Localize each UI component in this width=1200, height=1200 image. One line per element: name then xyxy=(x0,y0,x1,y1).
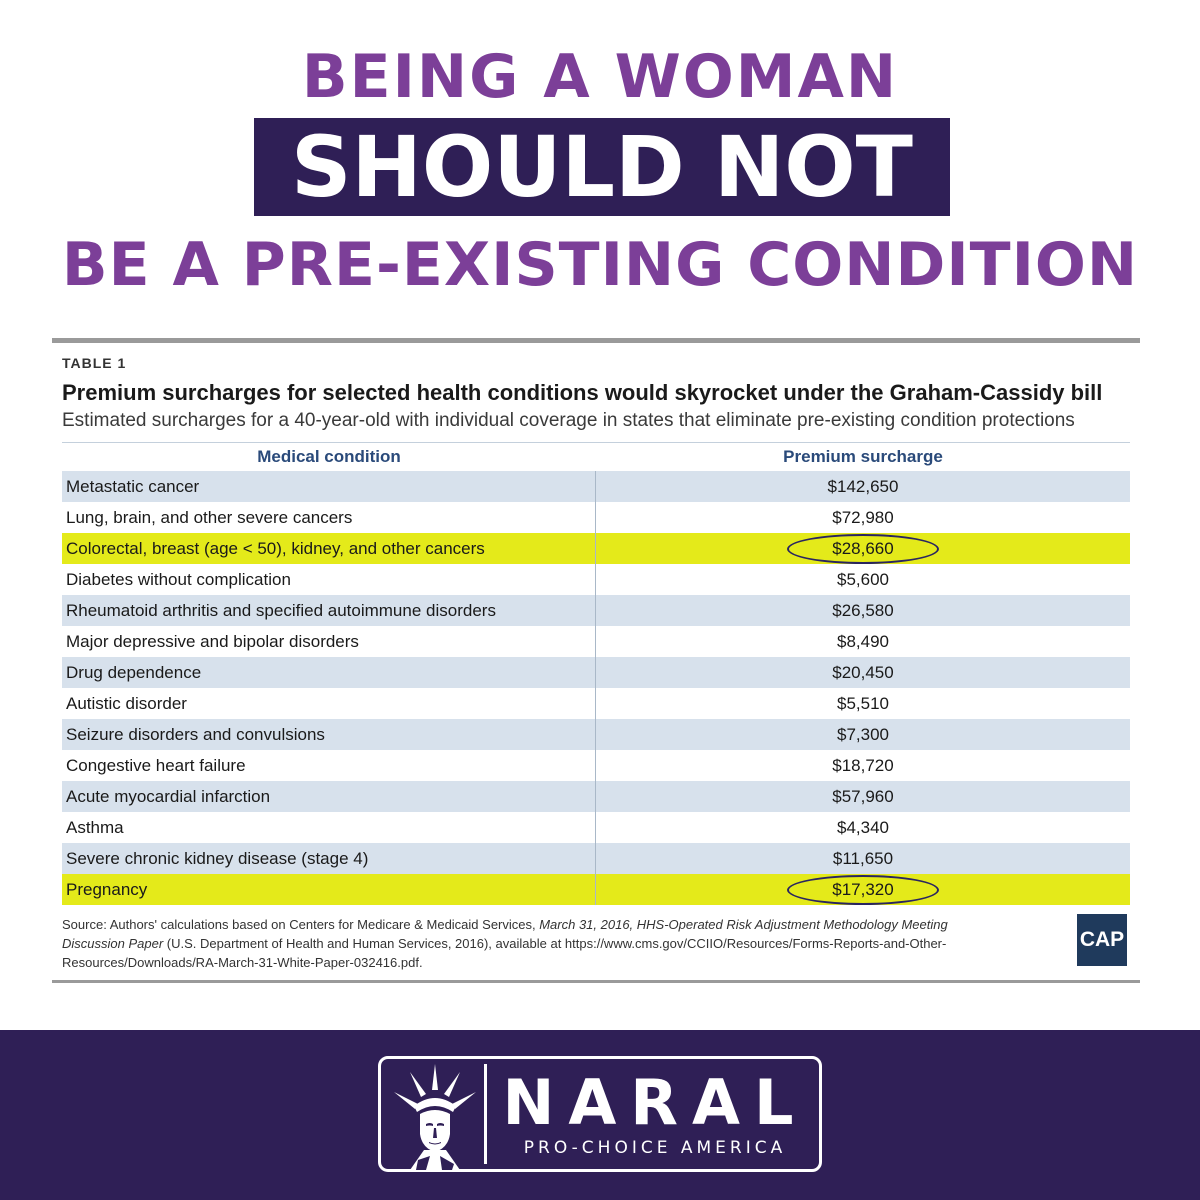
surcharge-cell: $4,340 xyxy=(837,818,889,837)
column-header-condition: Medical condition xyxy=(257,447,401,466)
table-row: Major depressive and bipolar disorders $… xyxy=(62,626,1130,657)
table-label: TABLE 1 xyxy=(62,355,127,371)
headline-line-3: BE A PRE-EXISTING CONDITION xyxy=(61,230,1139,300)
table-header: Medical condition Premium surcharge xyxy=(62,443,1130,471)
table-row: Severe chronic kidney disease (stage 4) … xyxy=(62,843,1130,874)
table-row: Congestive heart failure $18,720 xyxy=(62,750,1130,781)
surcharge-cell: $11,650 xyxy=(832,849,894,868)
condition-cell: Major depressive and bipolar disorders xyxy=(62,626,596,657)
source-suffix: (U.S. Department of Health and Human Ser… xyxy=(62,936,947,970)
surcharge-table: Medical condition Premium surcharge Meta… xyxy=(62,442,1130,905)
condition-cell: Seizure disorders and convulsions xyxy=(62,719,596,750)
table-row: Seizure disorders and convulsions $7,300 xyxy=(62,719,1130,750)
condition-cell: Pregnancy xyxy=(62,874,596,905)
source-note: Source: Authors' calculations based on C… xyxy=(62,915,992,972)
condition-cell: Drug dependence xyxy=(62,657,596,688)
headline-highlight-box xyxy=(254,118,950,216)
source-title: March 31, 2016, HHS-Operated Risk Adjust… xyxy=(62,917,948,951)
highlight-circle xyxy=(787,875,939,905)
condition-cell: Metastatic cancer xyxy=(62,471,596,502)
table-row: Metastatic cancer $142,650 xyxy=(62,471,1130,502)
table-row: Autistic disorder $5,510 xyxy=(62,688,1130,719)
naral-tagline: PRO-CHOICE AMERICA xyxy=(523,1138,787,1158)
surcharge-cell: $5,510 xyxy=(837,694,889,713)
column-header-surcharge: Premium surcharge xyxy=(783,447,943,466)
table-card: TABLE 1 Premium surcharges for selected … xyxy=(52,338,1140,983)
condition-cell: Rheumatoid arthritis and specified autoi… xyxy=(62,595,596,626)
surcharge-cell: $17,320 xyxy=(596,874,1130,905)
table-title: Premium surcharges for selected health c… xyxy=(62,380,1103,405)
statue-of-liberty-icon xyxy=(394,1064,476,1170)
surcharge-cell: $57,960 xyxy=(832,787,894,806)
condition-cell: Lung, brain, and other severe cancers xyxy=(62,502,596,533)
table-row: Drug dependence $20,450 xyxy=(62,657,1130,688)
headline-line-2: SHOULD NOT xyxy=(291,118,913,216)
naral-logo-frame xyxy=(378,1056,822,1172)
table-row-highlighted: Pregnancy $17,320 xyxy=(62,874,1130,905)
condition-cell: Acute myocardial infarction xyxy=(62,781,596,812)
condition-cell: Severe chronic kidney disease (stage 4) xyxy=(62,843,596,874)
condition-cell: Diabetes without complication xyxy=(62,564,596,595)
surcharge-cell: $5,600 xyxy=(837,570,889,589)
table-row: Acute myocardial infarction $57,960 xyxy=(62,781,1130,812)
source-prefix: Source: Authors' calculations based on C… xyxy=(62,917,540,932)
table-subtitle: Estimated surcharges for a 40-year-old w… xyxy=(62,410,1075,431)
surcharge-cell: $26,580 xyxy=(832,601,894,620)
table-row: Asthma $4,340 xyxy=(62,812,1130,843)
condition-cell: Colorectal, breast (age < 50), kidney, a… xyxy=(62,533,596,564)
surcharge-cell: $20,450 xyxy=(832,663,894,682)
headline-line-1: BEING A WOMAN xyxy=(301,42,899,112)
condition-cell: Congestive heart failure xyxy=(62,750,596,781)
naral-logo-divider xyxy=(484,1064,487,1164)
naral-wordmark: NARAL xyxy=(502,1066,808,1139)
table-row-highlighted: Colorectal, breast (age < 50), kidney, a… xyxy=(62,533,1130,564)
table-row: Lung, brain, and other severe cancers $7… xyxy=(62,502,1130,533)
condition-cell: Asthma xyxy=(62,812,596,843)
surcharge-cell: $7,300 xyxy=(837,725,889,744)
highlight-circle xyxy=(787,534,939,564)
surcharge-cell: $142,650 xyxy=(827,477,899,496)
surcharge-cell: $72,980 xyxy=(832,508,894,527)
surcharge-cell: $8,490 xyxy=(837,632,889,651)
condition-cell: Autistic disorder xyxy=(62,688,596,719)
surcharge-cell: $28,660 xyxy=(596,533,1130,564)
table-row: Rheumatoid arthritis and specified autoi… xyxy=(62,595,1130,626)
surcharge-cell: $18,720 xyxy=(832,756,894,775)
cap-logo: CAP xyxy=(1077,914,1127,966)
table-row: Diabetes without complication $5,600 xyxy=(62,564,1130,595)
